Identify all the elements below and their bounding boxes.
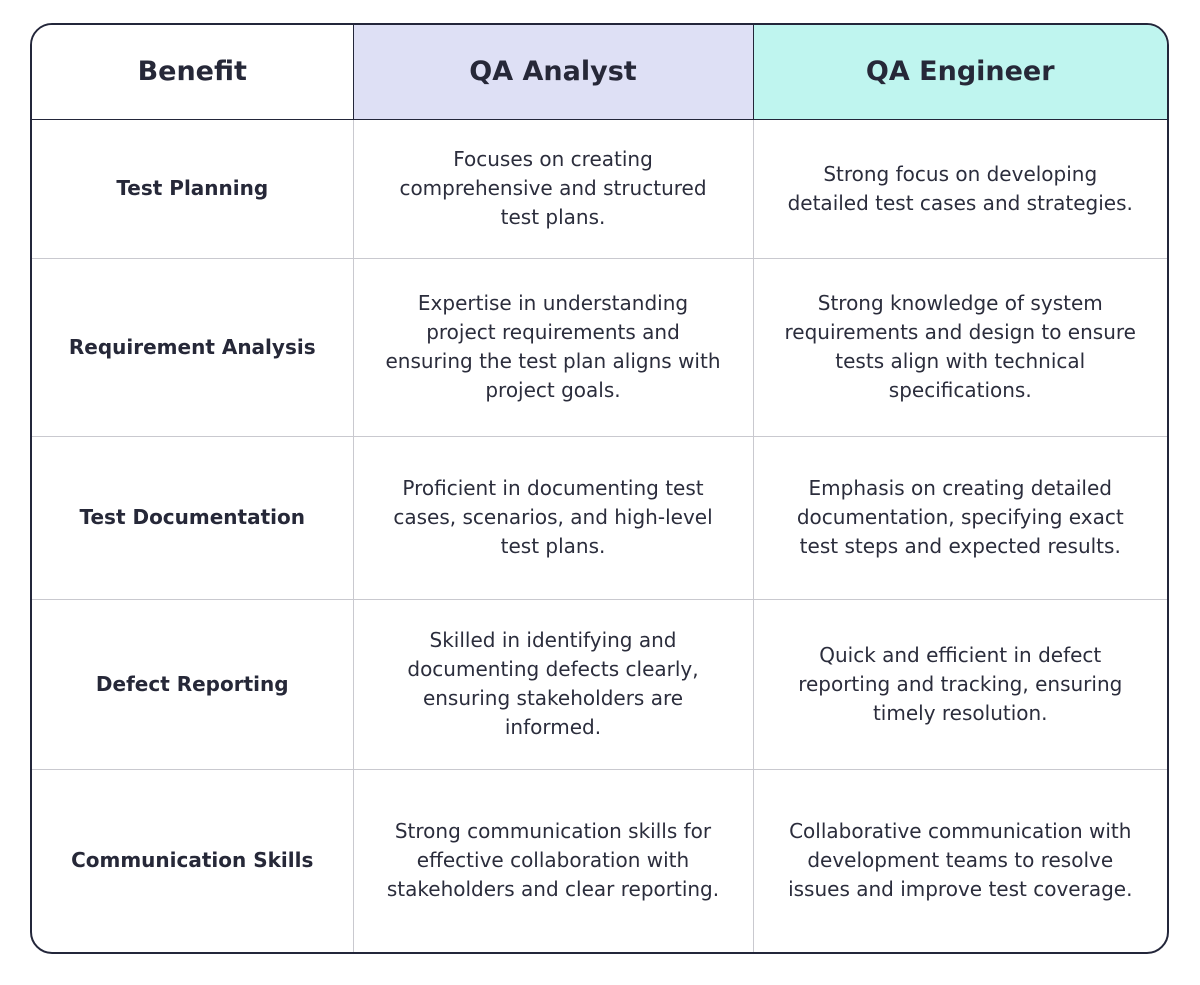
table-row: Defect Reporting Skilled in identifying …	[32, 599, 1167, 770]
header-qa-analyst: QA Analyst	[353, 25, 754, 120]
engineer-cell: Emphasis on creating detailed documentat…	[753, 436, 1167, 600]
header-row: Benefit QA Analyst QA Engineer	[32, 25, 1167, 120]
table-row: Test Documentation Proficient in documen…	[32, 436, 1167, 600]
analyst-cell: Skilled in identifying and documenting d…	[353, 599, 754, 770]
analyst-cell: Strong communication skills for effectiv…	[353, 769, 754, 952]
table-row: Test Planning Focuses on creating compre…	[32, 119, 1167, 259]
header-qa-engineer: QA Engineer	[753, 25, 1167, 120]
benefit-cell: Test Planning	[32, 119, 354, 259]
table-row: Requirement Analysis Expertise in unders…	[32, 258, 1167, 437]
analyst-cell: Proficient in documenting test cases, sc…	[353, 436, 754, 600]
header-benefit: Benefit	[32, 25, 354, 120]
benefit-cell: Communication Skills	[32, 769, 354, 952]
engineer-cell: Collaborative communication with develop…	[788, 819, 1133, 902]
table-body: Test Planning Focuses on creating compre…	[32, 119, 1167, 952]
comparison-table-frame: Benefit QA Analyst QA Engineer Test Plan…	[30, 23, 1169, 954]
benefit-cell: Requirement Analysis	[32, 258, 354, 437]
table-row: Communication Skills Strong communicatio…	[32, 769, 1167, 952]
analyst-cell: Expertise in understanding project requi…	[353, 258, 754, 437]
engineer-cell: Quick and efficient in defect reporting …	[753, 599, 1167, 770]
analyst-cell: Focuses on creating comprehensive and st…	[353, 119, 754, 259]
engineer-cell: Strong focus on developing detailed test…	[753, 119, 1167, 259]
engineer-cell: Strong knowledge of system requirements …	[753, 258, 1167, 437]
table-header: Benefit QA Analyst QA Engineer	[32, 25, 1167, 120]
benefit-cell: Defect Reporting	[32, 599, 354, 770]
comparison-table: Benefit QA Analyst QA Engineer Test Plan…	[32, 25, 1167, 952]
benefit-cell: Test Documentation	[32, 436, 354, 600]
